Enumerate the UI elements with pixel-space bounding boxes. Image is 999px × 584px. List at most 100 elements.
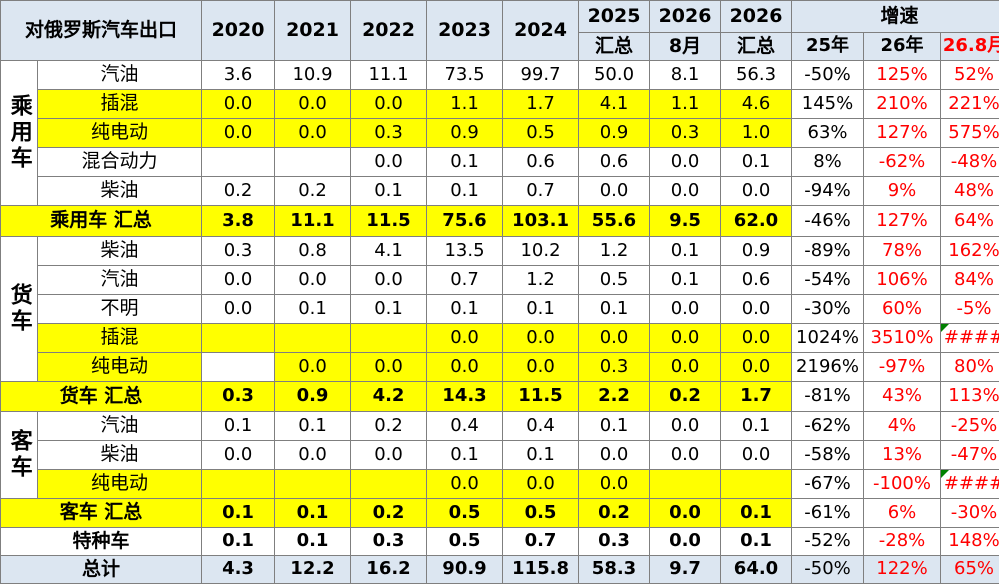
value-cell: 0.5	[427, 499, 503, 528]
growth-cell: -58%	[792, 441, 864, 470]
growth-cell: -30%	[941, 499, 999, 528]
value-cell: 0.0	[579, 177, 650, 206]
value-cell: 0.9	[275, 382, 351, 412]
growth-cell: -67%	[792, 470, 864, 499]
value-cell: 90.9	[427, 556, 503, 584]
value-cell	[351, 324, 427, 353]
growth-cell: 122%	[864, 556, 941, 584]
growth-cell: 52%	[941, 61, 999, 90]
growth-cell: 127%	[864, 206, 941, 237]
value-cell	[202, 148, 275, 177]
growth-cell: 221%	[941, 90, 999, 119]
value-cell: 0.3	[202, 237, 275, 266]
value-cell: 0.5	[503, 119, 579, 148]
value-cell: 4.2	[351, 382, 427, 412]
growth-cell: -89%	[792, 237, 864, 266]
value-cell: 1.7	[721, 382, 792, 412]
growth-cell: -62%	[864, 148, 941, 177]
row-label: 柴油	[38, 441, 202, 470]
value-cell: 14.3	[427, 382, 503, 412]
value-cell	[275, 148, 351, 177]
row-label: 混合动力	[38, 148, 202, 177]
value-cell	[721, 470, 792, 499]
growth-subheader: 25年	[792, 33, 864, 61]
value-cell: 0.0	[351, 353, 427, 382]
subtotal-label: 总计	[1, 556, 202, 584]
value-cell: 0.9	[721, 237, 792, 266]
year-header: 2024	[503, 1, 579, 61]
growth-cell: -52%	[792, 528, 864, 556]
value-cell: 1.2	[579, 237, 650, 266]
row-label: 纯电动	[38, 119, 202, 148]
value-cell: 58.3	[579, 556, 650, 584]
value-cell: 0.0	[275, 266, 351, 295]
value-cell: 0.1	[202, 412, 275, 441]
row-label: 纯电动	[38, 353, 202, 382]
value-cell: 0.1	[721, 499, 792, 528]
value-cell: 62.0	[721, 206, 792, 237]
subtotal-label: 乘用车 汇总	[1, 206, 202, 237]
subtotal-label: 特种车	[1, 528, 202, 556]
growth-cell: 9%	[864, 177, 941, 206]
value-cell: 0.0	[503, 324, 579, 353]
growth-cell: -81%	[792, 382, 864, 412]
value-cell: 0.0	[427, 470, 503, 499]
growth-cell: -50%	[792, 61, 864, 90]
value-cell: 0.0	[202, 266, 275, 295]
value-cell: 0.0	[202, 441, 275, 470]
value-cell: 0.2	[202, 177, 275, 206]
growth-cell: -100%	[864, 470, 941, 499]
value-cell: 0.5	[503, 499, 579, 528]
value-cell: 0.0	[351, 148, 427, 177]
value-cell: 0.0	[275, 119, 351, 148]
value-cell: 0.8	[275, 237, 351, 266]
value-cell: 0.1	[427, 295, 503, 324]
value-cell: 0.0	[650, 177, 721, 206]
value-cell: 12.2	[275, 556, 351, 584]
row-label: 插混	[38, 324, 202, 353]
growth-cell: -48%	[941, 148, 999, 177]
value-cell: 1.1	[427, 90, 503, 119]
value-cell: 0.3	[579, 353, 650, 382]
value-cell: 0.2	[351, 499, 427, 528]
growth-cell: -25%	[941, 412, 999, 441]
growth-cell: -5%	[941, 295, 999, 324]
growth-cell: -54%	[792, 266, 864, 295]
growth-cell: 63%	[792, 119, 864, 148]
growth-cell: -28%	[864, 528, 941, 556]
value-cell: 0.6	[579, 148, 650, 177]
value-cell: 0.0	[351, 266, 427, 295]
growth-cell: 3510%	[864, 324, 941, 353]
value-cell: 0.1	[503, 295, 579, 324]
value-cell	[202, 470, 275, 499]
value-cell: 2.2	[579, 382, 650, 412]
growth-cell: -94%	[792, 177, 864, 206]
year-subheader: 8月	[650, 33, 721, 61]
value-cell: 16.2	[351, 556, 427, 584]
growth-cell: -61%	[792, 499, 864, 528]
value-cell: 0.3	[579, 528, 650, 556]
vehicle-group-label: 客车	[1, 412, 38, 499]
row-label: 柴油	[38, 177, 202, 206]
value-cell: 0.0	[427, 324, 503, 353]
year-header: 2022	[351, 1, 427, 61]
value-cell: 0.1	[351, 177, 427, 206]
value-cell: 0.1	[427, 441, 503, 470]
growth-cell: 145%	[792, 90, 864, 119]
value-cell: 0.0	[650, 528, 721, 556]
year-header: 2025	[579, 1, 650, 33]
row-label: 汽油	[38, 266, 202, 295]
value-cell: 13.5	[427, 237, 503, 266]
row-label: 柴油	[38, 237, 202, 266]
value-cell: 0.1	[579, 412, 650, 441]
value-cell: 0.1	[351, 295, 427, 324]
value-cell: 99.7	[503, 61, 579, 90]
